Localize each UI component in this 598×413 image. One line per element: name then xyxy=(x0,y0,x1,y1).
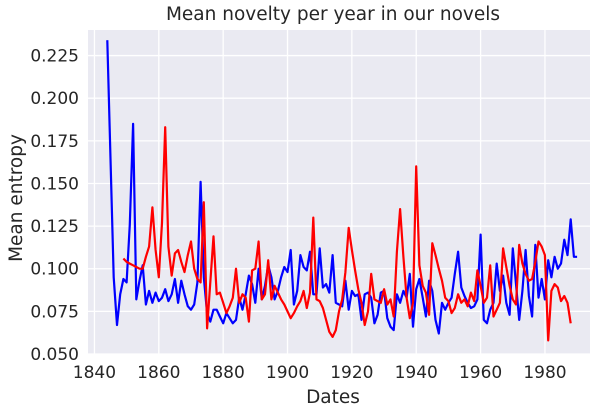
x-tick-label: 1960 xyxy=(459,363,502,383)
x-tick-label: 1880 xyxy=(202,363,245,383)
x-tick-label: 1900 xyxy=(266,363,309,383)
red-series-line xyxy=(122,126,572,342)
y-axis-label: Mean entropy xyxy=(6,134,27,262)
y-tick-label: 0.200 xyxy=(30,89,79,109)
x-tick-label: 1940 xyxy=(395,363,438,383)
x-tick-label: 1840 xyxy=(73,363,116,383)
y-tick-label: 0.100 xyxy=(30,260,79,280)
chart-title: Mean novelty per year in our novels xyxy=(166,4,500,25)
y-tick-label: 0.050 xyxy=(30,345,79,365)
y-tick-label: 0.175 xyxy=(30,132,79,152)
y-tick-label: 0.125 xyxy=(30,217,79,237)
x-tick-label: 1980 xyxy=(523,363,566,383)
series-layer xyxy=(106,40,578,342)
y-axis-ticks: 0.050 0.075 0.100 0.125 0.150 0.175 0.200 0.225 xyxy=(30,47,79,365)
y-tick-label: 0.225 xyxy=(30,47,79,67)
x-axis-ticks: 1840 1860 1880 1900 1920 1940 1960 1980 xyxy=(73,363,567,383)
x-tick-label: 1920 xyxy=(330,363,373,383)
x-axis-label: Dates xyxy=(306,387,360,408)
y-tick-label: 0.075 xyxy=(30,302,79,322)
x-tick-label: 1860 xyxy=(137,363,180,383)
y-tick-label: 0.150 xyxy=(30,174,79,194)
